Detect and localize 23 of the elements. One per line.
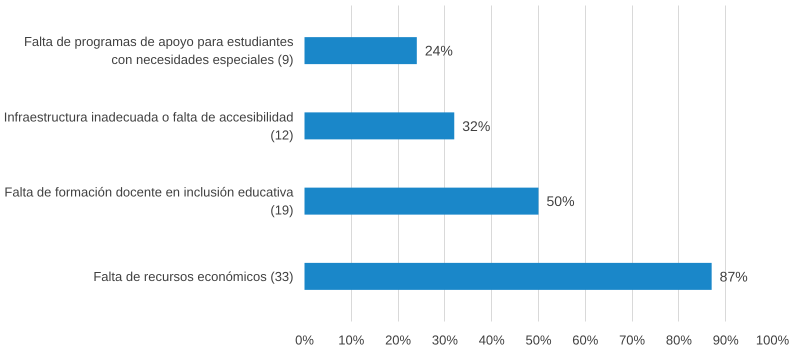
y-tick-label: Falta de programas de apoyo para estudiantes con necesidades especiales (9) (24, 34, 294, 68)
x-tick-label: 0% (295, 332, 314, 348)
x-tick-label: 30% (432, 332, 458, 348)
data-label: 87% (720, 268, 748, 284)
x-tick-label: 40% (478, 332, 506, 348)
x-tick-label: 80% (666, 332, 692, 348)
x-tick-label: 20% (385, 332, 412, 348)
bar (304, 37, 417, 64)
x-tick-label: 60% (572, 332, 599, 348)
bar (304, 262, 712, 290)
x-tick-label: 10% (338, 332, 365, 348)
x-tick-label: 50% (525, 332, 552, 348)
y-tick-label: Infraestructura inadecuada o falta de accesibilidad (12) (4, 109, 294, 142)
y-tick-label: Falta de recursos económicos (33) (93, 268, 294, 284)
x-tick-label: 90% (712, 332, 740, 348)
data-label: 50% (546, 193, 575, 210)
x-tick-label: 100% (756, 332, 790, 348)
bar (304, 112, 454, 140)
y-tick-label: Falta de formación docente en inclusión educativa (19) (4, 184, 294, 218)
data-label: 32% (462, 118, 490, 134)
data-label: 24% (424, 42, 453, 59)
x-tick-label: 70% (619, 332, 646, 348)
bar (304, 188, 538, 215)
